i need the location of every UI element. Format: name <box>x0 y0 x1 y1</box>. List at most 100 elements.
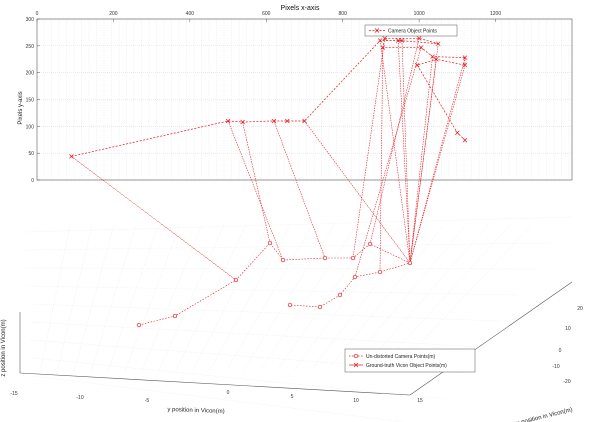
grid-line-3d <box>28 303 501 322</box>
series-camera-object-points <box>69 36 468 159</box>
x-tick-label: 800 <box>339 11 348 17</box>
data-point-2d <box>285 118 290 124</box>
projection-connector <box>354 47 422 278</box>
data-point-3d <box>322 255 328 261</box>
data-point-3d <box>317 304 323 310</box>
grid-line-3d <box>90 224 137 372</box>
x-tick-label-3d: 15 <box>417 398 423 404</box>
projection-connector <box>352 38 386 259</box>
grid-line-3d <box>277 224 379 370</box>
projection-connector <box>379 40 411 264</box>
data-point-3d <box>280 257 286 263</box>
y-tick-label: 200 <box>26 71 35 77</box>
y-tick-label: 150 <box>26 98 35 104</box>
grid-line-3d <box>26 267 537 270</box>
x-tick-label: 200 <box>109 11 118 17</box>
data-point-2d <box>462 138 468 143</box>
grid-line-3d <box>175 224 247 371</box>
axes-3d <box>19 281 573 396</box>
chart-3d: -15 -10 -5 0 5 10 15 -20 -10 0 10 20 y position in … <box>1 38 583 422</box>
projection-connector <box>379 47 384 273</box>
data-point-3d <box>407 260 413 266</box>
chart-2d-title: Pixels x-axis <box>281 5 320 12</box>
y-tick-label-3d: 10 <box>565 326 571 332</box>
data-point-3d <box>287 302 293 308</box>
legend-2d[interactable]: Camera Object Points <box>364 24 458 37</box>
data-point-3d <box>136 322 142 328</box>
data-point-3d <box>172 313 178 319</box>
legend-3d-marker-x-icon <box>353 362 359 368</box>
grid-line-3d <box>32 375 406 422</box>
legend-3d-label-1: Un-distorted Camera Points(m) <box>366 354 436 360</box>
grid-line-3d <box>29 321 483 348</box>
chart-2d: 0 200 400 600 800 1000 1200 300 250 200 150 100 50 0… <box>18 5 573 184</box>
projection-connector <box>369 38 420 245</box>
series-line-3d <box>138 242 411 326</box>
projection-connector <box>409 57 466 264</box>
data-point-3d <box>377 269 383 275</box>
y-tick-label-3d: -10 <box>552 364 559 370</box>
projection-connector <box>397 40 411 264</box>
y-tick-label: 250 <box>26 44 35 50</box>
grid-line-3d <box>25 242 555 251</box>
grid-3d <box>24 216 573 422</box>
legend-3d-marker-circle-icon <box>353 353 359 359</box>
data-point-3d <box>267 240 273 246</box>
ticks-3d: -15 -10 -5 0 5 10 15 -20 -10 0 10 20 <box>10 306 583 404</box>
grid-line-3d <box>27 285 519 296</box>
y-axis-3d <box>409 281 573 396</box>
data-point-3d <box>350 255 356 261</box>
grid-line-3d <box>345 224 467 369</box>
projection-connector <box>304 120 411 264</box>
x-tick-label-3d: 0 <box>227 390 230 396</box>
grid-line-3d <box>294 224 401 370</box>
x-tick-label: 1200 <box>490 11 501 17</box>
x-tick-label-3d: 5 <box>291 394 294 400</box>
z-axis-label-3d: z position in Vicon(m) <box>1 319 7 376</box>
x-axis-3d <box>19 372 411 396</box>
grid-line-3d <box>56 224 93 372</box>
x-tick-label-3d: -15 <box>10 391 17 397</box>
projection-connector <box>409 65 466 264</box>
projection-connector <box>227 120 284 261</box>
grid-line-3d <box>311 224 423 369</box>
grid-line-3d <box>243 224 335 370</box>
grid-line-3d <box>379 224 511 369</box>
projection-connector <box>401 40 411 264</box>
y-tick-label-3d: 20 <box>577 306 583 312</box>
grid-line-3d <box>124 224 181 372</box>
data-point-3d <box>337 292 343 298</box>
x-axis-label-3d: y position in Vicon(m) <box>167 407 224 415</box>
legend-3d-box <box>344 348 476 373</box>
legend-2d-label: Camera Object Points <box>388 29 437 35</box>
projection-connector <box>273 120 326 259</box>
grid-line-3d <box>107 224 159 372</box>
projection-connector <box>242 121 271 244</box>
grid-line-3d <box>158 224 225 371</box>
data-point-3d <box>367 241 373 247</box>
x-tick-label-3d: -5 <box>145 398 150 404</box>
projection-connector <box>71 156 237 281</box>
legend-2d-box <box>364 24 458 37</box>
grid-line-3d <box>328 224 445 369</box>
y-ticks-2d: 300 250 200 150 100 50 0 <box>26 17 40 184</box>
x-tick-label: 400 <box>186 11 195 17</box>
y-axis-label-2d: Pixels y-axis <box>18 91 24 124</box>
series-undistorted-camera-points <box>136 240 413 328</box>
y-tick-label: 100 <box>26 124 35 130</box>
x-ticks-2d: 0 200 400 600 800 1000 1200 <box>36 11 501 22</box>
projection-connector <box>409 56 433 264</box>
legend-3d[interactable]: Un-distorted Camera Points(m) Ground-tru… <box>344 348 476 373</box>
grid-line-3d <box>396 224 533 368</box>
x-tick-label: 0 <box>36 11 39 17</box>
y-tick-label-3d: 0 <box>559 348 562 354</box>
data-point-2d <box>414 62 420 68</box>
grid-line-3d <box>141 224 203 371</box>
grid-line-3d <box>362 224 489 369</box>
y-axis-label-3d: x position in Vicon(m) <box>516 407 573 422</box>
data-point-3d <box>233 277 239 283</box>
projection-connectors <box>71 38 466 281</box>
grid-2d <box>37 18 572 181</box>
grid-line-3d <box>260 224 357 370</box>
